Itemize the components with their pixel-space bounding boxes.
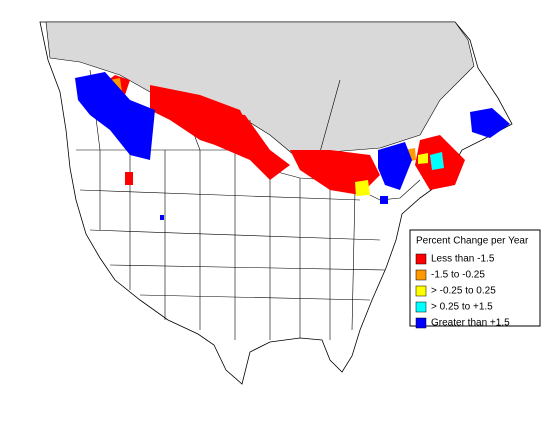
legend-swatch: [415, 285, 427, 297]
legend-label: Greater than +1.5: [431, 318, 510, 329]
legend-label: -1.5 to -0.25: [431, 270, 485, 281]
legend-label: > 0.25 to +1.5: [431, 302, 493, 313]
legend-title: Percent Change per Year: [416, 236, 529, 247]
change-region: [418, 153, 428, 164]
change-region: [125, 172, 133, 185]
legend-label: Less than -1.5: [431, 254, 495, 265]
change-region: [470, 108, 510, 138]
change-regions: [75, 72, 510, 220]
change-region: [160, 215, 164, 220]
legend-swatch: [415, 269, 427, 281]
legend-box: [409, 229, 541, 327]
legend-label: > -0.25 to 0.25: [431, 286, 496, 297]
change-region: [75, 72, 155, 160]
change-region: [430, 152, 444, 170]
change-region: [200, 110, 290, 180]
change-region: [380, 196, 388, 204]
legend-swatch: [415, 301, 427, 313]
legend-swatch: [415, 317, 427, 329]
change-region: [355, 180, 370, 196]
legend-swatch: [415, 253, 427, 265]
change-region: [378, 142, 412, 190]
legend: Percent Change per Year Less than -1.5 -1…: [409, 229, 541, 329]
